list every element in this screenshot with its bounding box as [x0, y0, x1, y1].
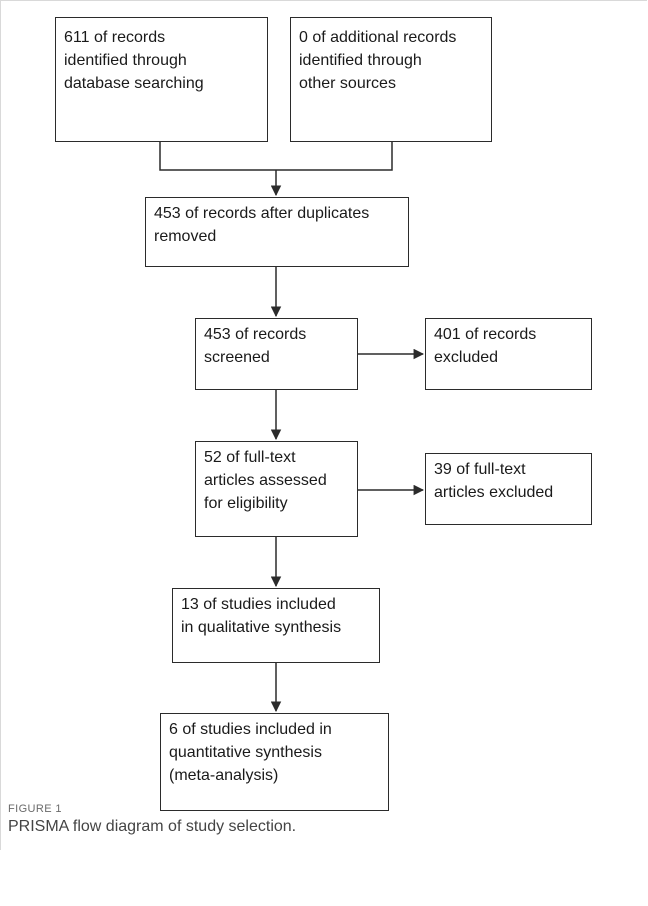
figure-caption: PRISMA flow diagram of study selection. [8, 818, 297, 835]
box-fulltext-assessed: 52 of full-text articles assessed for el… [195, 441, 358, 537]
box-identified-database: 611 of records identified through databa… [55, 17, 268, 142]
box-fulltext-excluded: 39 of full-text articles excluded [425, 453, 592, 525]
box-identified-other: 0 of additional records identified throu… [290, 17, 492, 142]
merge-connector [159, 142, 393, 171]
box-quantitative: 6 of studies included in quantitative sy… [160, 713, 389, 811]
box-qualitative: 13 of studies included in qualitative sy… [172, 588, 380, 663]
box-after-duplicates: 453 of records after duplicates removed [145, 197, 409, 267]
box-excluded-records: 401 of records excluded [425, 318, 592, 390]
box-screened: 453 of records screened [195, 318, 358, 390]
figure-label: FIGURE 1 [8, 803, 62, 815]
figure-frame [0, 0, 647, 850]
